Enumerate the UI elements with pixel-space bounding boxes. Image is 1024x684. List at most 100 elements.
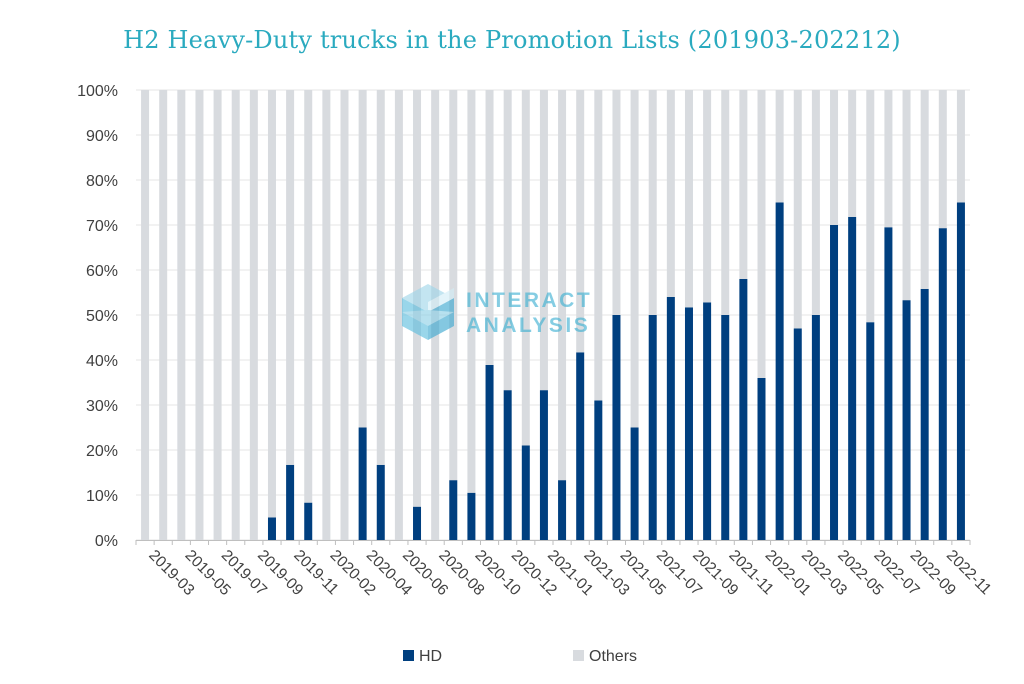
bar-others (684, 90, 693, 308)
watermark-line1: INTERACT (466, 289, 592, 312)
bar-others (612, 90, 621, 315)
y-tick-label: 0% (95, 533, 118, 550)
bars-layer (141, 90, 965, 540)
bar-others (467, 90, 476, 493)
bar-hd (938, 228, 947, 540)
bar-others (394, 90, 403, 540)
bar-hd (558, 480, 567, 540)
bar-others (811, 90, 820, 315)
bar-others (322, 90, 331, 540)
bar-others (159, 90, 168, 540)
bar-hd (576, 352, 585, 540)
bar-hd (267, 517, 276, 540)
bar-others (576, 90, 585, 353)
bar-hd (920, 288, 929, 540)
bar-hd (376, 464, 385, 540)
bar-hd (413, 506, 422, 540)
y-tick-label: 100% (77, 83, 118, 100)
bar-others (902, 90, 911, 301)
cube-logo-icon (402, 284, 454, 340)
bar-hd (721, 315, 730, 540)
bar-others (539, 90, 548, 391)
bar-hd (793, 328, 802, 540)
bar-others (286, 90, 295, 465)
bar-others (195, 90, 204, 540)
bar-hd (830, 225, 839, 540)
y-tick-label: 30% (86, 398, 118, 415)
bar-others (956, 90, 965, 203)
legend-swatch-hd (403, 650, 414, 661)
chart-title: H2 Heavy-Duty trucks in the Promotion Li… (123, 26, 901, 54)
bar-others (848, 90, 857, 217)
bar-hd (884, 227, 893, 540)
bar-hd (485, 364, 494, 540)
bar-others (340, 90, 349, 540)
bar-others (358, 90, 367, 428)
bar-hd (684, 307, 693, 540)
bar-others (884, 90, 893, 228)
bar-others (666, 90, 675, 297)
y-tick-label: 60% (86, 263, 118, 280)
bar-hd (612, 315, 621, 540)
bar-hd (539, 390, 548, 540)
bar-hd (630, 427, 639, 540)
bar-hd (467, 492, 476, 540)
bar-others (503, 90, 512, 391)
bar-others (304, 90, 313, 503)
bar-hd (304, 502, 313, 540)
bar-hd (811, 315, 820, 540)
bar-others (558, 90, 567, 481)
bar-others (739, 90, 748, 279)
bar-others (485, 90, 494, 365)
bar-hd (594, 400, 603, 540)
bar-others (141, 90, 150, 540)
bar-others (866, 90, 875, 323)
bar-hd (286, 464, 295, 540)
bar-hd (866, 322, 875, 540)
bar-others (267, 90, 276, 518)
y-tick-label: 50% (86, 308, 118, 325)
bar-hd (449, 480, 458, 540)
bar-hd (739, 279, 748, 540)
bar-others (521, 90, 530, 446)
bar-others (630, 90, 639, 428)
bar-others (920, 90, 929, 289)
y-tick-label: 20% (86, 443, 118, 460)
bar-others (793, 90, 802, 329)
bar-others (231, 90, 240, 540)
y-tick-label: 70% (86, 218, 118, 235)
bar-hd (521, 445, 530, 540)
watermark-line2: ANALYSIS (466, 314, 590, 337)
y-tick-label: 90% (86, 128, 118, 145)
bar-hd (757, 378, 766, 540)
bar-others (703, 90, 712, 303)
y-tick-label: 40% (86, 353, 118, 370)
bar-hd (503, 390, 512, 540)
bar-others (213, 90, 222, 540)
y-tick-label: 80% (86, 173, 118, 190)
bar-others (757, 90, 766, 378)
bar-hd (703, 302, 712, 540)
watermark: INTERACT ANALYSIS (402, 284, 592, 340)
legend: HD Others (403, 648, 637, 665)
legend-swatch-others (573, 650, 584, 661)
bar-others (938, 90, 947, 229)
bar-others (594, 90, 603, 401)
bar-hd (775, 202, 784, 540)
bar-others (177, 90, 186, 540)
bar-hd (666, 297, 675, 540)
bar-others (830, 90, 839, 225)
legend-label-hd: HD (419, 648, 442, 665)
bar-others (648, 90, 657, 315)
bar-others (775, 90, 784, 203)
bar-hd (956, 202, 965, 540)
bar-others (721, 90, 730, 315)
bar-others (376, 90, 385, 465)
bar-hd (902, 300, 911, 540)
y-tick-label: 10% (86, 488, 118, 505)
bar-others (449, 90, 458, 481)
bar-others (249, 90, 258, 540)
legend-label-others: Others (589, 648, 637, 665)
